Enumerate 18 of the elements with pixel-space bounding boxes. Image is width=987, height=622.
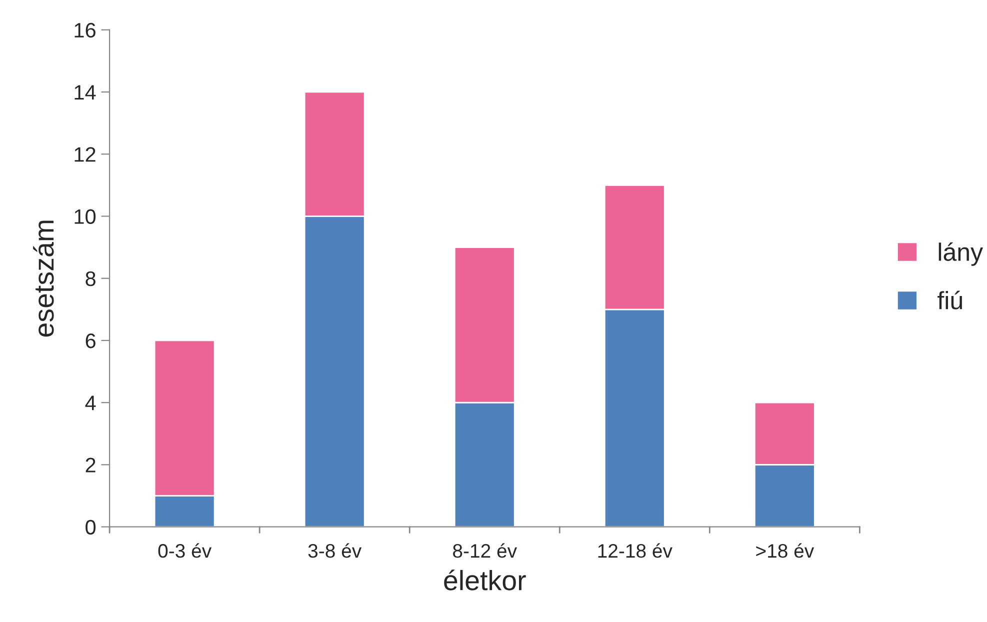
legend-label: fiú [938,290,962,310]
y-tick-label: 6 [86,333,96,348]
y-tick-label: 2 [86,458,96,472]
y-tick-label: 12 [74,147,96,162]
y-tick-label: 14 [74,85,96,100]
x-tick-label: 3-8 év [308,543,362,558]
x-axis-title: életkor [444,570,526,590]
x-tick-label: 0-3 év [158,543,212,558]
legend-label: lány [938,242,983,266]
y-tick-label: 8 [86,271,96,286]
y-tick-label: 10 [74,209,96,224]
x-tick-label: >18 év [756,543,814,558]
x-tick-label: 12-18 év [598,543,672,558]
x-tick-label: 8-12 év [453,543,517,558]
y-tick-label: 16 [74,22,96,38]
y-tick-label: 0 [86,520,96,535]
y-axis-title: esetszám [33,220,54,337]
y-tick-label: 4 [85,396,96,410]
